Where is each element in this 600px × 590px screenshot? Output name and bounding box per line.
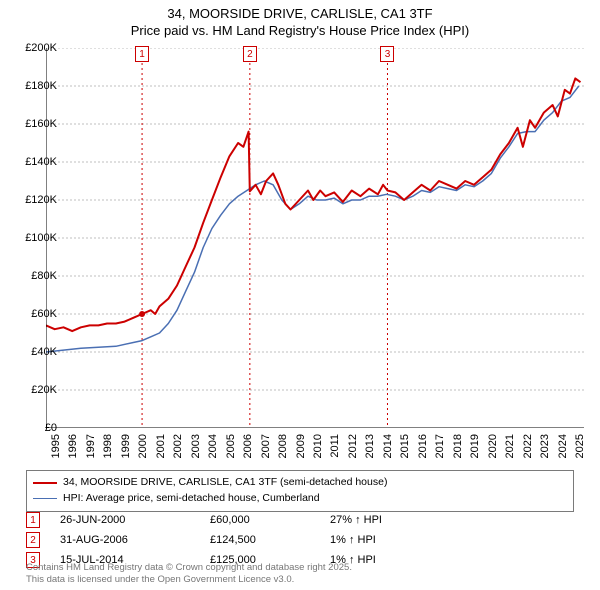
footer-line1: Contains HM Land Registry data © Crown c… <box>26 562 352 574</box>
sale-diff: 1% ↑ HPI <box>330 534 450 546</box>
x-tick-label: 1996 <box>67 434 79 458</box>
y-tick-label: £0 <box>12 422 57 434</box>
sale-date: 26-JUN-2000 <box>60 514 200 526</box>
sale-table: 1 26-JUN-2000 £60,000 27% ↑ HPI 2 31-AUG… <box>26 510 574 570</box>
legend-label-hpi: HPI: Average price, semi-detached house,… <box>63 491 320 507</box>
x-tick-label: 2022 <box>522 434 534 458</box>
footer: Contains HM Land Registry data © Crown c… <box>26 562 352 586</box>
x-tick-label: 1998 <box>102 434 114 458</box>
x-tick-label: 2013 <box>364 434 376 458</box>
sale-marker-2: 2 <box>26 532 40 548</box>
sale-row: 1 26-JUN-2000 £60,000 27% ↑ HPI <box>26 510 574 530</box>
legend-swatch-hpi <box>33 498 57 499</box>
x-tick-label: 2001 <box>155 434 167 458</box>
x-tick-label: 2024 <box>557 434 569 458</box>
x-tick-label: 2015 <box>399 434 411 458</box>
y-tick-label: £100K <box>12 232 57 244</box>
chart-marker-2: 2 <box>243 46 257 62</box>
y-tick-label: £80K <box>12 270 57 282</box>
chart-container: 34, MOORSIDE DRIVE, CARLISLE, CA1 3TF Pr… <box>0 0 600 590</box>
legend-label-price-paid: 34, MOORSIDE DRIVE, CARLISLE, CA1 3TF (s… <box>63 475 387 491</box>
x-tick-label: 2010 <box>312 434 324 458</box>
legend-swatch-price-paid <box>33 482 57 484</box>
sale-row: 2 31-AUG-2006 £124,500 1% ↑ HPI <box>26 530 574 550</box>
x-tick-label: 1997 <box>85 434 97 458</box>
x-tick-label: 2009 <box>295 434 307 458</box>
line-chart <box>46 48 584 428</box>
x-tick-label: 2004 <box>207 434 219 458</box>
x-tick-label: 2003 <box>190 434 202 458</box>
x-tick-label: 2008 <box>277 434 289 458</box>
y-tick-label: £60K <box>12 308 57 320</box>
legend-row-hpi: HPI: Average price, semi-detached house,… <box>33 491 567 507</box>
chart-marker-1: 1 <box>135 46 149 62</box>
legend: 34, MOORSIDE DRIVE, CARLISLE, CA1 3TF (s… <box>26 470 574 512</box>
x-tick-label: 1999 <box>120 434 132 458</box>
y-tick-label: £180K <box>12 80 57 92</box>
x-tick-label: 2014 <box>382 434 394 458</box>
x-tick-label: 2021 <box>504 434 516 458</box>
x-tick-label: 2020 <box>487 434 499 458</box>
x-tick-label: 2016 <box>417 434 429 458</box>
y-tick-label: £120K <box>12 194 57 206</box>
title-block: 34, MOORSIDE DRIVE, CARLISLE, CA1 3TF Pr… <box>0 0 600 40</box>
x-tick-label: 2011 <box>329 434 341 458</box>
x-tick-label: 2019 <box>469 434 481 458</box>
y-tick-label: £140K <box>12 156 57 168</box>
x-tick-label: 2012 <box>347 434 359 458</box>
sale-price: £124,500 <box>210 534 320 546</box>
chart-area <box>46 48 584 428</box>
x-tick-label: 2005 <box>225 434 237 458</box>
title-address: 34, MOORSIDE DRIVE, CARLISLE, CA1 3TF <box>0 6 600 23</box>
y-tick-label: £200K <box>12 42 57 54</box>
x-tick-label: 2000 <box>137 434 149 458</box>
sale-diff: 27% ↑ HPI <box>330 514 450 526</box>
legend-row-price-paid: 34, MOORSIDE DRIVE, CARLISLE, CA1 3TF (s… <box>33 475 567 491</box>
y-tick-label: £160K <box>12 118 57 130</box>
y-tick-label: £20K <box>12 384 57 396</box>
sale-date: 31-AUG-2006 <box>60 534 200 546</box>
x-tick-label: 2017 <box>434 434 446 458</box>
x-tick-label: 2006 <box>242 434 254 458</box>
x-tick-label: 2025 <box>574 434 586 458</box>
x-tick-label: 2007 <box>260 434 272 458</box>
x-tick-label: 1995 <box>50 434 62 458</box>
x-tick-label: 2023 <box>539 434 551 458</box>
sale-marker-1: 1 <box>26 512 40 528</box>
footer-line2: This data is licensed under the Open Gov… <box>26 574 352 586</box>
chart-marker-3: 3 <box>380 46 394 62</box>
y-tick-label: £40K <box>12 346 57 358</box>
x-tick-label: 2018 <box>452 434 464 458</box>
x-tick-label: 2002 <box>172 434 184 458</box>
sale-price: £60,000 <box>210 514 320 526</box>
title-subtitle: Price paid vs. HM Land Registry's House … <box>0 23 600 40</box>
